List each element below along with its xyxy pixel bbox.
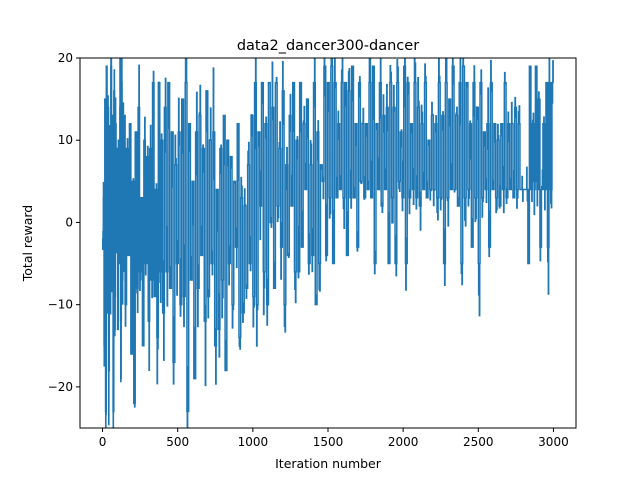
plot-area xyxy=(101,58,554,428)
x-tick-label: 0 xyxy=(99,435,107,449)
x-tick-label: 1000 xyxy=(238,435,269,449)
series-line xyxy=(101,58,554,428)
x-axis-label: Iteration number xyxy=(275,456,382,471)
x-tick-label: 2500 xyxy=(463,435,494,449)
y-tick-label: 10 xyxy=(58,133,73,147)
y-tick-label: −10 xyxy=(48,298,73,312)
y-tick-label: 0 xyxy=(65,215,73,229)
y-axis-ticks: −20 −10 0 10 20 xyxy=(48,51,80,394)
x-tick-label: 2000 xyxy=(388,435,419,449)
series-group xyxy=(101,58,554,428)
chart-title: data2_dancer300-dancer xyxy=(237,38,419,54)
x-tick-label: 3000 xyxy=(538,435,569,449)
y-axis-label: Total reward xyxy=(20,205,35,282)
x-tick-label: 500 xyxy=(166,435,189,449)
y-tick-label: −20 xyxy=(48,380,73,394)
y-tick-label: 20 xyxy=(58,51,73,65)
x-axis-ticks: 0 500 1000 1500 2000 2500 3000 xyxy=(99,428,569,449)
plot-frame xyxy=(79,57,577,429)
x-tick-label: 1500 xyxy=(313,435,344,449)
